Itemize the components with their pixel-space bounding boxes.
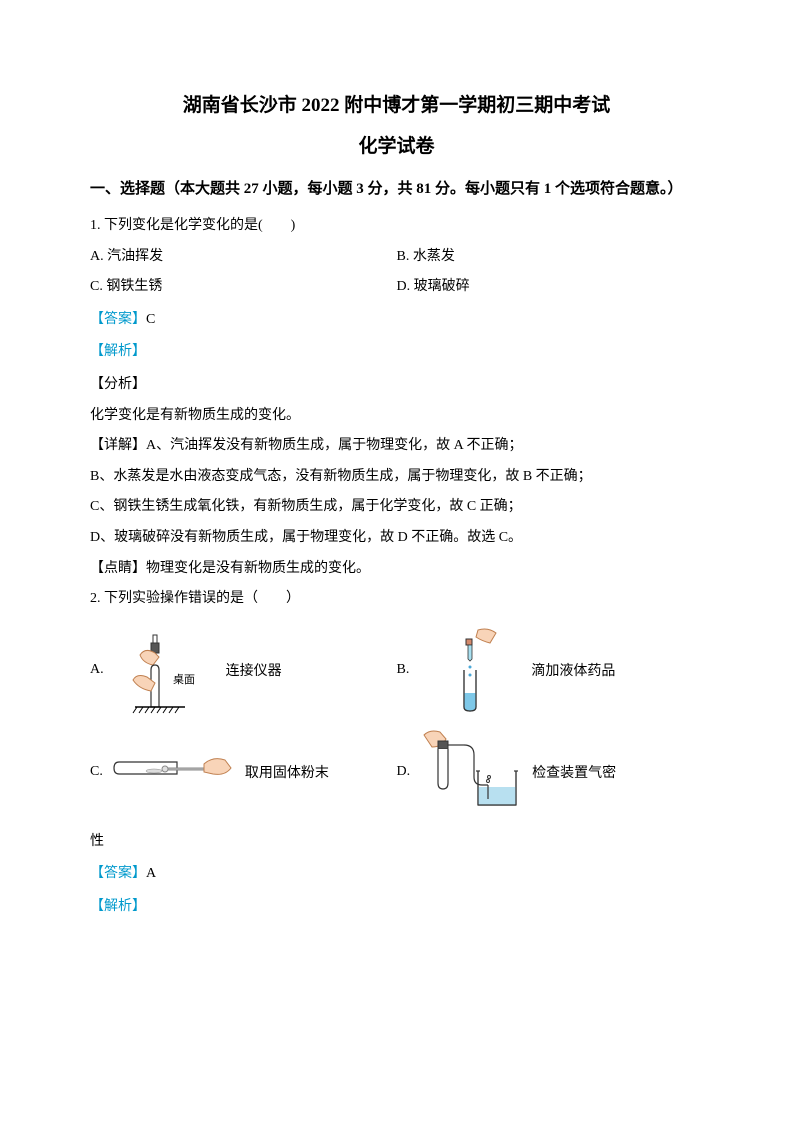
q1-analysis-label: 【解析】 — [90, 339, 703, 366]
q1-text: 1. 下列变化是化学变化的是( ) — [90, 213, 703, 240]
q2-analysis-label: 【解析】 — [90, 894, 703, 921]
svg-text:桌面: 桌面 — [173, 673, 195, 686]
q1-answer-label: 【答案】 — [90, 312, 146, 327]
q2-optA-caption: 连接仪器 — [226, 660, 282, 680]
title-line1: 湖南省长沙市 2022 附中博才第一学期初三期中考试 — [90, 90, 703, 117]
q1-options-row1: A. 汽油挥发 B. 水蒸发 — [90, 244, 703, 271]
section-header: 一、选择题（本大题共 27 小题，每小题 3 分，共 81 分。每小题只有 1 … — [90, 176, 703, 203]
q2-answer-value: A — [146, 866, 156, 881]
q2-answer-label: 【答案】 — [90, 866, 146, 881]
q2-option-a: A. 桌面 连接仪器 — [90, 625, 397, 715]
q2-answer: 【答案】A — [90, 861, 703, 888]
q2-option-c: C. 取用固体粉末 — [90, 742, 397, 802]
q1-detail-b: B、水蒸发是水由液态变成气态，没有新物质生成，属于物理变化，故 B 不正确； — [90, 464, 703, 491]
q2-optB-caption: 滴加液体药品 — [531, 660, 615, 680]
q2-image-b — [415, 625, 525, 715]
q2-row1: A. 桌面 连接仪器 B. — [90, 625, 703, 715]
q1-options-row2: C. 钢铁生锈 D. 玻璃破碎 — [90, 274, 703, 301]
q1-option-b: B. 水蒸发 — [397, 244, 704, 271]
q2-image-d — [416, 727, 526, 817]
q1-option-c: C. 钢铁生锈 — [90, 274, 397, 301]
q2-image-a: 桌面 — [110, 625, 220, 715]
q2-optA-letter: A. — [90, 662, 104, 678]
q1-detail-a: 【详解】A、汽油挥发没有新物质生成，属于物理变化，故 A 不正确； — [90, 433, 703, 460]
q1-option-a: A. 汽油挥发 — [90, 244, 397, 271]
q2-option-d: D. 检查装置气密 — [397, 727, 704, 817]
title-line2: 化学试卷 — [90, 131, 703, 158]
q1-fenxi-label: 【分析】 — [90, 372, 703, 399]
q2-optB-letter: B. — [397, 662, 410, 678]
q2-image-c — [109, 742, 239, 802]
q1-answer: 【答案】C — [90, 307, 703, 334]
q2-text: 2. 下列实验操作错误的是（ ） — [90, 586, 703, 613]
q2-row2: C. 取用固体粉末 D. — [90, 727, 703, 817]
q2-optD-letter: D. — [397, 764, 411, 780]
q1-detail-d: D、玻璃破碎没有新物质生成，属于物理变化，故 D 不正确。故选 C。 — [90, 525, 703, 552]
q2-optD-caption: 检查装置气密 — [532, 762, 616, 782]
q2-optC-letter: C. — [90, 764, 103, 780]
q2-optC-caption: 取用固体粉末 — [245, 762, 329, 782]
q2-option-b: B. 滴加液体药品 — [397, 625, 704, 715]
q1-answer-value: C — [146, 312, 155, 327]
q1-fenxi-text: 化学变化是有新物质生成的变化。 — [90, 403, 703, 430]
q2-trailing: 性 — [90, 829, 703, 856]
q1-dianjing: 【点睛】物理变化是没有新物质生成的变化。 — [90, 556, 703, 583]
q1-detail-c: C、钢铁生锈生成氧化铁，有新物质生成，属于化学变化，故 C 正确； — [90, 494, 703, 521]
q1-option-d: D. 玻璃破碎 — [397, 274, 704, 301]
